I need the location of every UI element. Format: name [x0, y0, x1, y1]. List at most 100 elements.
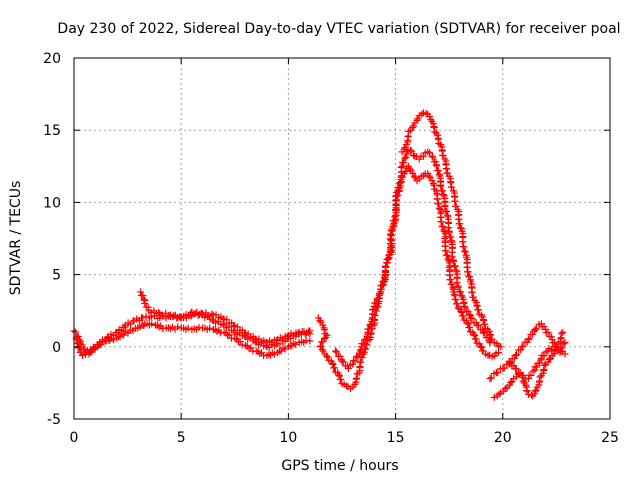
- data-point-trace: [382, 262, 390, 270]
- data-point-trace: [373, 295, 381, 303]
- x-tick-label: 25: [601, 430, 619, 446]
- data-point-trace: [536, 359, 544, 367]
- data-point-trace: [472, 335, 480, 343]
- data-point-trace: [450, 257, 458, 265]
- data-point-trace: [464, 307, 472, 315]
- data-point-trace: [466, 323, 474, 331]
- data-point: [486, 375, 494, 383]
- data-point-trace: [461, 303, 469, 311]
- data-point-trace: [337, 375, 345, 383]
- data-point-trace: [408, 147, 416, 155]
- data-point-trace: [359, 340, 367, 348]
- data-point-trace: [517, 346, 525, 354]
- data-point-trace: [453, 279, 461, 287]
- data-point-trace: [184, 324, 192, 332]
- data-point-trace: [457, 288, 465, 296]
- data-point-trace: [425, 172, 433, 180]
- data-point-trace: [444, 224, 452, 232]
- data-point-trace: [406, 165, 414, 173]
- data-point-trace: [444, 255, 452, 263]
- data-point-trace: [392, 188, 400, 196]
- data-point: [136, 288, 144, 296]
- data-point-trace: [440, 191, 448, 199]
- data-point-trace: [452, 296, 460, 304]
- data-point-trace: [454, 283, 462, 291]
- data-point-trace: [445, 228, 453, 236]
- data-point: [306, 337, 314, 345]
- data-point-trace: [435, 204, 443, 212]
- data-point-trace: [426, 113, 434, 121]
- data-point-trace: [363, 341, 371, 349]
- data-point-trace: [464, 320, 472, 328]
- data-point-trace: [512, 365, 520, 373]
- data-point-trace: [466, 273, 474, 281]
- data-point-trace: [540, 361, 548, 369]
- data-point-trace: [460, 243, 468, 251]
- data-point-trace: [323, 352, 331, 360]
- data-point-trace: [439, 152, 447, 160]
- data-point-trace: [513, 350, 521, 358]
- data-point: [306, 327, 314, 335]
- data-point-trace: [464, 268, 472, 276]
- data-point-trace: [437, 182, 445, 190]
- data-point-trace: [73, 340, 81, 348]
- data-point: [559, 328, 567, 336]
- data-point-trace: [441, 202, 449, 210]
- data-point-trace: [358, 353, 366, 361]
- data-point-trace: [451, 262, 459, 270]
- y-tick-label: 15: [43, 123, 61, 139]
- data-point-trace: [435, 139, 443, 147]
- data-point-trace: [449, 284, 457, 292]
- data-point-trace: [506, 358, 514, 366]
- data-point-trace: [529, 330, 537, 338]
- data-point-trace: [461, 248, 469, 256]
- data-point: [518, 343, 526, 351]
- y-tick-label: 5: [52, 268, 61, 284]
- data-point-trace: [430, 181, 438, 189]
- data-point: [467, 314, 475, 322]
- data-point-trace: [155, 309, 163, 317]
- data-point: [561, 350, 569, 358]
- data-point: [407, 146, 415, 154]
- x-tick-label: 20: [494, 430, 512, 446]
- data-point-trace: [320, 326, 328, 334]
- data-point-trace: [456, 224, 464, 232]
- data-point-trace: [477, 342, 485, 350]
- y-tick-label: 10: [43, 195, 61, 211]
- data-point-trace: [318, 345, 326, 353]
- data-point: [139, 314, 147, 322]
- data-point: [332, 347, 340, 355]
- data-point-trace: [387, 226, 395, 234]
- data-point-trace: [458, 292, 466, 300]
- data-point-trace: [435, 170, 443, 178]
- data-point-trace: [469, 293, 477, 301]
- data-point-trace: [528, 391, 536, 399]
- data-point-trace: [560, 340, 568, 348]
- data-point-trace: [458, 309, 466, 317]
- data-point-trace: [434, 167, 442, 175]
- data-point: [480, 328, 488, 336]
- data-point-trace: [468, 315, 476, 323]
- chart-title: Day 230 of 2022, Sidereal Day-to-day VTE…: [57, 21, 620, 37]
- data-point-trace: [356, 347, 364, 355]
- data-point-trace: [110, 336, 118, 344]
- data-point-trace: [448, 280, 456, 288]
- data-point: [338, 357, 346, 365]
- x-tick-label: 0: [70, 430, 79, 446]
- data-point-trace: [390, 217, 398, 225]
- y-axis-label: SDTVAR / TECUs: [8, 181, 24, 296]
- data-point-trace: [206, 324, 214, 332]
- data-point-trace: [251, 337, 259, 345]
- data-point-trace: [557, 330, 565, 338]
- x-tick-label: 5: [177, 430, 186, 446]
- data-point-trace: [223, 316, 231, 324]
- data-point-trace: [544, 328, 552, 336]
- data-point-trace: [369, 306, 377, 314]
- data-point-trace: [361, 345, 369, 353]
- data-point-trace: [474, 322, 482, 330]
- data-point-trace: [439, 223, 447, 231]
- data-point-trace: [75, 344, 83, 352]
- plot-frame: [73, 57, 611, 420]
- data-point-trace: [357, 358, 365, 366]
